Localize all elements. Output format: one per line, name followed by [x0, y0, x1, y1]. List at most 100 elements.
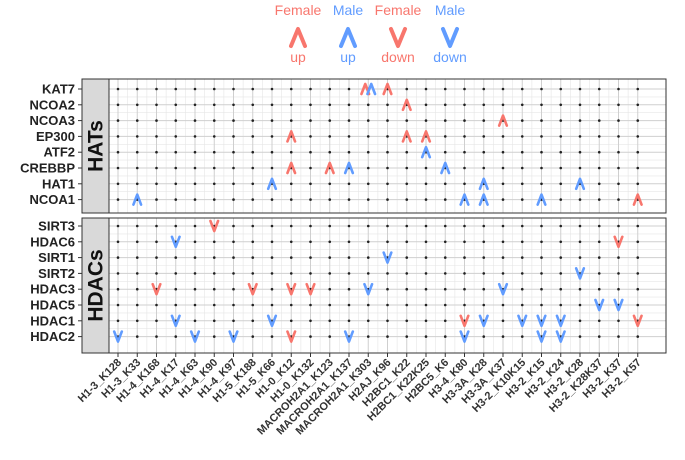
grid-dot — [597, 166, 601, 170]
grid-dot — [386, 287, 389, 291]
grid-dot — [597, 119, 601, 122]
grid-dot — [347, 272, 351, 275]
grid-dot — [578, 224, 582, 228]
grid-dot — [270, 287, 274, 291]
point-female_down-sirt3-h1-4_k90 — [209, 219, 220, 233]
grid-dot — [617, 198, 620, 201]
grid-dot — [270, 335, 274, 338]
legend-entry-male_up: Male up — [333, 2, 364, 65]
point-male_down-hdac2-h3-4_k80 — [459, 330, 470, 343]
grid-dot — [540, 119, 543, 122]
grid-dot — [193, 240, 197, 244]
point-male_down-hdac2-h1-3_k128 — [112, 330, 124, 343]
grid-dot — [540, 135, 543, 138]
point-male_up-ncoa1-h1-3_k33 — [132, 193, 143, 206]
grid-dot — [193, 287, 197, 291]
grid-dot — [405, 319, 409, 323]
y-tick-label: HDAC1 — [30, 313, 75, 328]
grid-dot — [443, 87, 447, 91]
grid-dot — [405, 166, 409, 170]
grid-dot — [482, 256, 486, 259]
grid-dot — [597, 150, 601, 154]
grid-dot — [520, 87, 524, 91]
point-female_up-ep300-h2bc1_k22k25 — [420, 130, 432, 143]
point-female_up-ep300-h2bc1_k22 — [401, 130, 412, 143]
grid-dot — [424, 103, 428, 107]
grid-dot — [289, 103, 293, 107]
grid-dot — [155, 87, 158, 91]
grid-dot — [386, 272, 389, 275]
grid-dot — [212, 240, 216, 244]
legend-sex-label: Female — [275, 2, 322, 18]
grid-dot — [174, 287, 178, 291]
grid-dot — [193, 135, 197, 138]
grid-dot — [155, 240, 158, 244]
point-male_down-hdac1-h1-4_k17 — [170, 314, 181, 328]
grid-dot — [540, 182, 543, 186]
grid-dot — [636, 119, 640, 122]
y-tick-label: HAT1 — [42, 176, 75, 191]
grid-dot — [443, 287, 447, 291]
grid-dot — [155, 103, 158, 107]
grid-dot — [116, 224, 120, 228]
y-tick-label: SIRT1 — [38, 250, 75, 265]
grid-dot — [174, 335, 178, 338]
grid-dot — [501, 319, 505, 323]
grid-dot — [366, 198, 370, 201]
grid-dot — [155, 303, 158, 307]
grid-dot — [501, 198, 505, 201]
grid-dot — [251, 119, 255, 122]
point-male_down-hdac3-h3-3a_k37 — [497, 282, 509, 296]
y-tick-label: SIRT3 — [38, 219, 75, 234]
point-male_down-hdac3-macroh2a1_k303 — [363, 282, 374, 296]
grid-dot — [251, 335, 255, 338]
grid-dot — [135, 240, 139, 244]
grid-dot — [386, 166, 389, 170]
grid-dot — [559, 240, 563, 244]
grid-dot — [155, 166, 158, 170]
grid-dot — [174, 166, 178, 170]
grid-dot — [289, 182, 293, 186]
grid-dot — [540, 272, 543, 275]
grid-dot — [482, 224, 486, 228]
grid-dot — [289, 198, 293, 201]
point-male_down-hdac5-h3-2_k28k37 — [594, 298, 605, 312]
grid-dot — [212, 198, 216, 201]
grid-dot — [347, 303, 351, 307]
grid-dot — [559, 198, 563, 201]
grid-dot — [540, 103, 543, 107]
point-male_down-hdac1-h3-3a_k28 — [478, 314, 489, 328]
grid-dot — [540, 287, 543, 291]
y-tick-label: SIRT2 — [38, 266, 75, 281]
grid-dot — [366, 240, 370, 244]
grid-dot — [617, 272, 620, 275]
grid-dot — [482, 335, 486, 338]
grid-dot — [232, 119, 235, 122]
grid-dot — [328, 224, 332, 228]
grid-dot — [232, 103, 235, 107]
grid-dot — [463, 256, 466, 259]
grid-dot — [366, 182, 370, 186]
grid-dot — [559, 150, 563, 154]
grid-dot — [270, 272, 274, 275]
grid-dot — [212, 103, 216, 107]
grid-dot — [193, 182, 197, 186]
grid-dot — [309, 103, 312, 107]
grid-dot — [617, 87, 620, 91]
grid-dot — [424, 272, 428, 275]
grid-dot — [617, 135, 620, 138]
y-tick-label: EP300 — [36, 129, 75, 144]
grid-dot — [309, 198, 312, 201]
grid-dot — [482, 272, 486, 275]
y-tick-label: NCOA3 — [29, 113, 75, 128]
point-male_down-sirt1-h2aj_k96 — [382, 251, 393, 264]
grid-dot — [212, 135, 216, 138]
grid-dot — [309, 272, 312, 275]
grid-dot — [520, 256, 524, 259]
grid-dot — [328, 103, 332, 107]
point-male_down-hdac2-h3-2_k24 — [555, 330, 566, 343]
grid-dot — [193, 103, 197, 107]
grid-dot — [405, 240, 409, 244]
grid-dot — [482, 135, 486, 138]
grid-dot — [309, 256, 312, 259]
